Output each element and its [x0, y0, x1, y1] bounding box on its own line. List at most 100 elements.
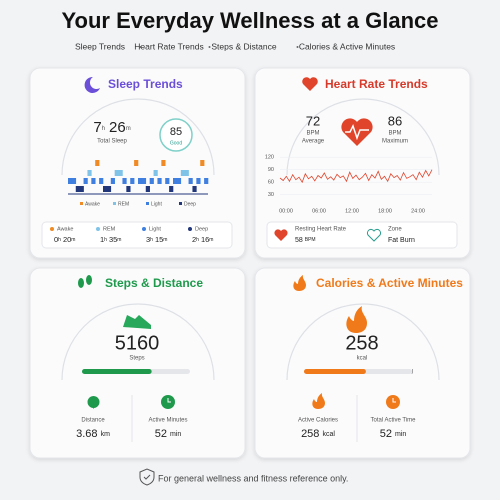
- shoe-icon: [123, 315, 151, 329]
- calories-label: kcal: [357, 356, 368, 362]
- y-tick-label: 120: [265, 155, 274, 161]
- steps-title: Steps & Distance: [105, 276, 203, 290]
- legend-swatch: [146, 202, 149, 205]
- unit: m: [71, 237, 75, 243]
- score-label: Good: [170, 140, 182, 146]
- topic: Calories & Active Minutes: [299, 41, 395, 51]
- label: Active Minutes: [148, 418, 187, 424]
- unit: h: [150, 237, 153, 243]
- unit: h: [58, 237, 61, 243]
- value: 3.68: [76, 428, 97, 440]
- value: 58: [295, 237, 303, 244]
- unit: BPM: [388, 131, 401, 137]
- label: Active Calories: [298, 418, 338, 424]
- total-label: Total Sleep: [97, 139, 127, 145]
- check: [143, 474, 151, 480]
- stage-block: [122, 178, 127, 184]
- minutes: 15: [155, 235, 163, 244]
- stage-name: Awake: [57, 226, 73, 232]
- stage-dot: [50, 227, 54, 231]
- stage-block: [114, 170, 119, 176]
- active-minutes: 52 min: [155, 428, 182, 440]
- unit: m: [126, 126, 131, 132]
- y-tick-label: 90: [268, 167, 274, 173]
- separator: [139, 46, 142, 48]
- flame-icon: [293, 275, 306, 291]
- calories-card: [254, 267, 471, 459]
- minutes: 20: [63, 235, 71, 244]
- stage-block: [188, 178, 193, 184]
- heart-icon: [274, 229, 288, 241]
- active-calories: 258 kcal: [301, 428, 335, 440]
- stage-block: [106, 186, 112, 192]
- stage-block: [149, 178, 154, 184]
- value: 52: [155, 428, 167, 440]
- pin-icon: [87, 396, 100, 409]
- stage-block: [196, 178, 201, 184]
- stage-block: [118, 170, 123, 176]
- label: Zone: [388, 227, 402, 233]
- sleep-stats: [41, 221, 233, 249]
- stage-dot: [188, 227, 192, 231]
- minutes: 16: [201, 235, 209, 244]
- steps-value: 5160: [115, 332, 160, 354]
- heart-card: [254, 67, 471, 259]
- flame-icon: [346, 306, 367, 333]
- label: Resting Heart Rate: [295, 227, 347, 233]
- progress-fill: [82, 369, 152, 374]
- legend-swatch: [179, 202, 182, 205]
- stage-block: [176, 178, 182, 184]
- stage-block: [75, 186, 80, 192]
- hours: 0: [54, 235, 58, 244]
- stage-block: [110, 178, 115, 184]
- heart-rate-line: [279, 169, 433, 184]
- clock-hands: [167, 398, 171, 403]
- score-ring: [159, 118, 193, 152]
- hours: 1: [100, 235, 104, 244]
- pulse: [345, 124, 369, 141]
- stage-block: [180, 170, 185, 176]
- stage-dot: [96, 227, 100, 231]
- unit: m: [209, 237, 213, 243]
- label: Average: [302, 139, 325, 145]
- heart-icon: [302, 77, 318, 91]
- stage-duration: 0h 20m: [54, 235, 75, 244]
- legend-swatch: [113, 202, 116, 205]
- calories-value: 258: [345, 332, 378, 354]
- y-tick-label: 30: [268, 192, 274, 198]
- legend-label: REM: [118, 201, 129, 207]
- unit: min: [170, 431, 181, 438]
- hours: 2: [192, 235, 196, 244]
- stage-duration: 3h 15m: [146, 235, 167, 244]
- unit: min: [395, 431, 406, 438]
- hours: 3: [146, 235, 150, 244]
- steps-card: [29, 267, 246, 459]
- stage-block: [126, 186, 131, 192]
- topic: Steps & Distance: [211, 41, 276, 51]
- separator: [296, 46, 299, 48]
- x-tick-label: 24:00: [411, 208, 425, 214]
- unit: h: [102, 126, 105, 132]
- label: Distance: [81, 418, 105, 424]
- legend-label: Deep: [184, 201, 196, 207]
- separator: [208, 46, 211, 48]
- stage-block: [141, 178, 147, 184]
- sleep-title: Sleep Trends: [108, 77, 183, 91]
- heart-title: Heart Rate Trends: [325, 77, 428, 91]
- x-tick-label: 06:00: [312, 208, 326, 214]
- stage-block: [165, 178, 170, 184]
- topic: Sleep Trends: [75, 41, 125, 51]
- stage-block: [184, 170, 189, 176]
- y-tick-label: 60: [268, 180, 274, 186]
- stage-block: [68, 178, 73, 184]
- shield-icon: [139, 468, 155, 486]
- stage-duration: 2h 16m: [192, 235, 213, 244]
- minutes: 26: [109, 119, 126, 136]
- gauge-arc: [61, 303, 215, 381]
- stage-name: Light: [149, 226, 161, 232]
- stage-block: [99, 178, 104, 184]
- unit: m: [117, 237, 121, 243]
- unit: BPM: [306, 131, 319, 137]
